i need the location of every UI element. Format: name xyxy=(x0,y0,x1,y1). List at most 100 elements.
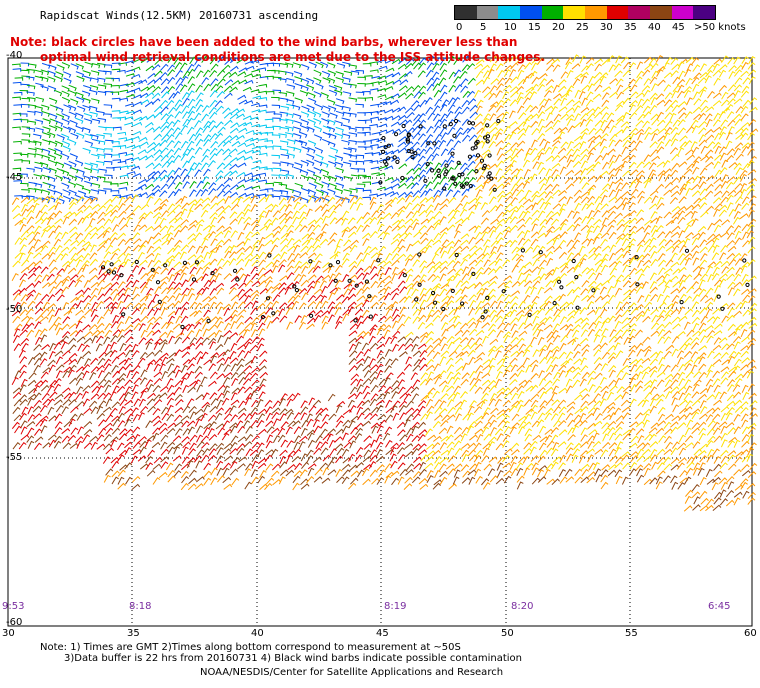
wind-barb xyxy=(592,209,601,218)
wind-barb xyxy=(698,139,708,147)
wind-barb xyxy=(69,198,78,206)
wind-barb xyxy=(637,399,646,407)
wind-barb xyxy=(406,127,415,134)
wind-barb xyxy=(39,328,48,336)
wind-barb xyxy=(459,322,469,330)
wind-barb xyxy=(104,210,113,217)
wind-barb xyxy=(123,258,131,267)
wind-barb xyxy=(209,371,218,379)
wind-barb xyxy=(166,175,175,183)
wind-barb xyxy=(683,392,692,401)
wind-barb xyxy=(432,343,441,351)
wind-barb xyxy=(98,351,107,359)
wind-barb xyxy=(629,358,639,366)
wind-barb xyxy=(495,231,504,240)
wind-barb xyxy=(467,183,476,191)
wind-barb xyxy=(216,373,225,380)
wind-barb xyxy=(592,93,602,100)
wind-barb xyxy=(670,216,679,225)
wind-barb xyxy=(523,268,532,275)
wind-barb xyxy=(391,343,399,352)
scale-label-9: 45 xyxy=(672,22,685,33)
wind-barb xyxy=(656,119,666,127)
wind-barb xyxy=(572,239,580,248)
wind-barb xyxy=(663,336,672,344)
wind-barb xyxy=(648,203,658,210)
wind-barb xyxy=(699,400,707,409)
wind-barb xyxy=(13,343,22,351)
scale-swatch-2 xyxy=(498,6,521,19)
wind-barb xyxy=(532,244,541,253)
wind-barb xyxy=(215,105,224,113)
wind-barb xyxy=(341,210,350,219)
wind-barb xyxy=(572,100,582,107)
wind-barb xyxy=(447,55,456,64)
wind-barb xyxy=(208,331,217,339)
wind-barb xyxy=(243,121,253,127)
wind-barb xyxy=(110,281,119,289)
wind-barb xyxy=(138,412,145,421)
wind-barb xyxy=(735,153,744,161)
wind-barb xyxy=(193,379,201,388)
wind-barb xyxy=(720,377,729,385)
wind-barb xyxy=(46,217,54,226)
wind-barb xyxy=(364,152,374,156)
wind-barb xyxy=(83,420,93,428)
wind-barb xyxy=(700,315,708,324)
wind-barb xyxy=(62,195,72,202)
wind-barb xyxy=(608,189,616,198)
wind-barb xyxy=(161,412,170,421)
wind-barb xyxy=(307,224,316,232)
wind-barb xyxy=(215,169,224,178)
wind-barb xyxy=(270,204,279,212)
wind-barb xyxy=(637,132,644,141)
wind-barb xyxy=(131,343,139,353)
wind-barb xyxy=(26,216,35,224)
wind-barb xyxy=(648,57,657,66)
wind-barb xyxy=(96,364,105,372)
wind-barb xyxy=(707,350,715,359)
wind-barb xyxy=(698,363,707,371)
wind-barb xyxy=(161,356,169,365)
wind-barb xyxy=(146,84,156,91)
wind-barb xyxy=(229,332,239,339)
wind-barb xyxy=(417,343,427,350)
wind-barb xyxy=(665,104,674,113)
wind-barb xyxy=(328,133,337,140)
wind-barb xyxy=(75,294,85,301)
wind-barb xyxy=(320,61,329,69)
wind-barb xyxy=(341,117,351,123)
wind-barb xyxy=(726,394,736,402)
wind-barb xyxy=(131,370,140,379)
wind-barb xyxy=(566,196,574,205)
wind-barb xyxy=(476,99,484,108)
wind-barb xyxy=(728,161,738,169)
wind-barb xyxy=(103,174,113,179)
wind-barb xyxy=(460,85,469,93)
wind-barb xyxy=(363,435,372,442)
wind-barb xyxy=(215,423,225,430)
wind-barb xyxy=(152,432,160,441)
wind-barb xyxy=(25,316,34,325)
wind-barb xyxy=(47,294,56,302)
wind-barb xyxy=(320,203,329,211)
wind-barb xyxy=(34,161,43,168)
wind-barb xyxy=(82,187,91,194)
wind-barb xyxy=(209,57,218,65)
wind-barb xyxy=(258,408,267,415)
wind-barb xyxy=(412,210,420,219)
wind-barb xyxy=(439,356,447,365)
wind-barb xyxy=(67,126,77,134)
wind-barb xyxy=(348,112,357,118)
wind-barb xyxy=(572,252,581,260)
wind-barb xyxy=(510,295,519,304)
wind-barb xyxy=(62,398,72,406)
wind-barb xyxy=(357,141,366,146)
wind-barb xyxy=(161,210,169,218)
wind-barb xyxy=(692,383,700,392)
wind-barb xyxy=(595,202,603,211)
wind-barb xyxy=(280,244,289,252)
wind-barb xyxy=(62,302,70,311)
wind-barb xyxy=(599,258,608,266)
wind-barb xyxy=(187,224,197,231)
